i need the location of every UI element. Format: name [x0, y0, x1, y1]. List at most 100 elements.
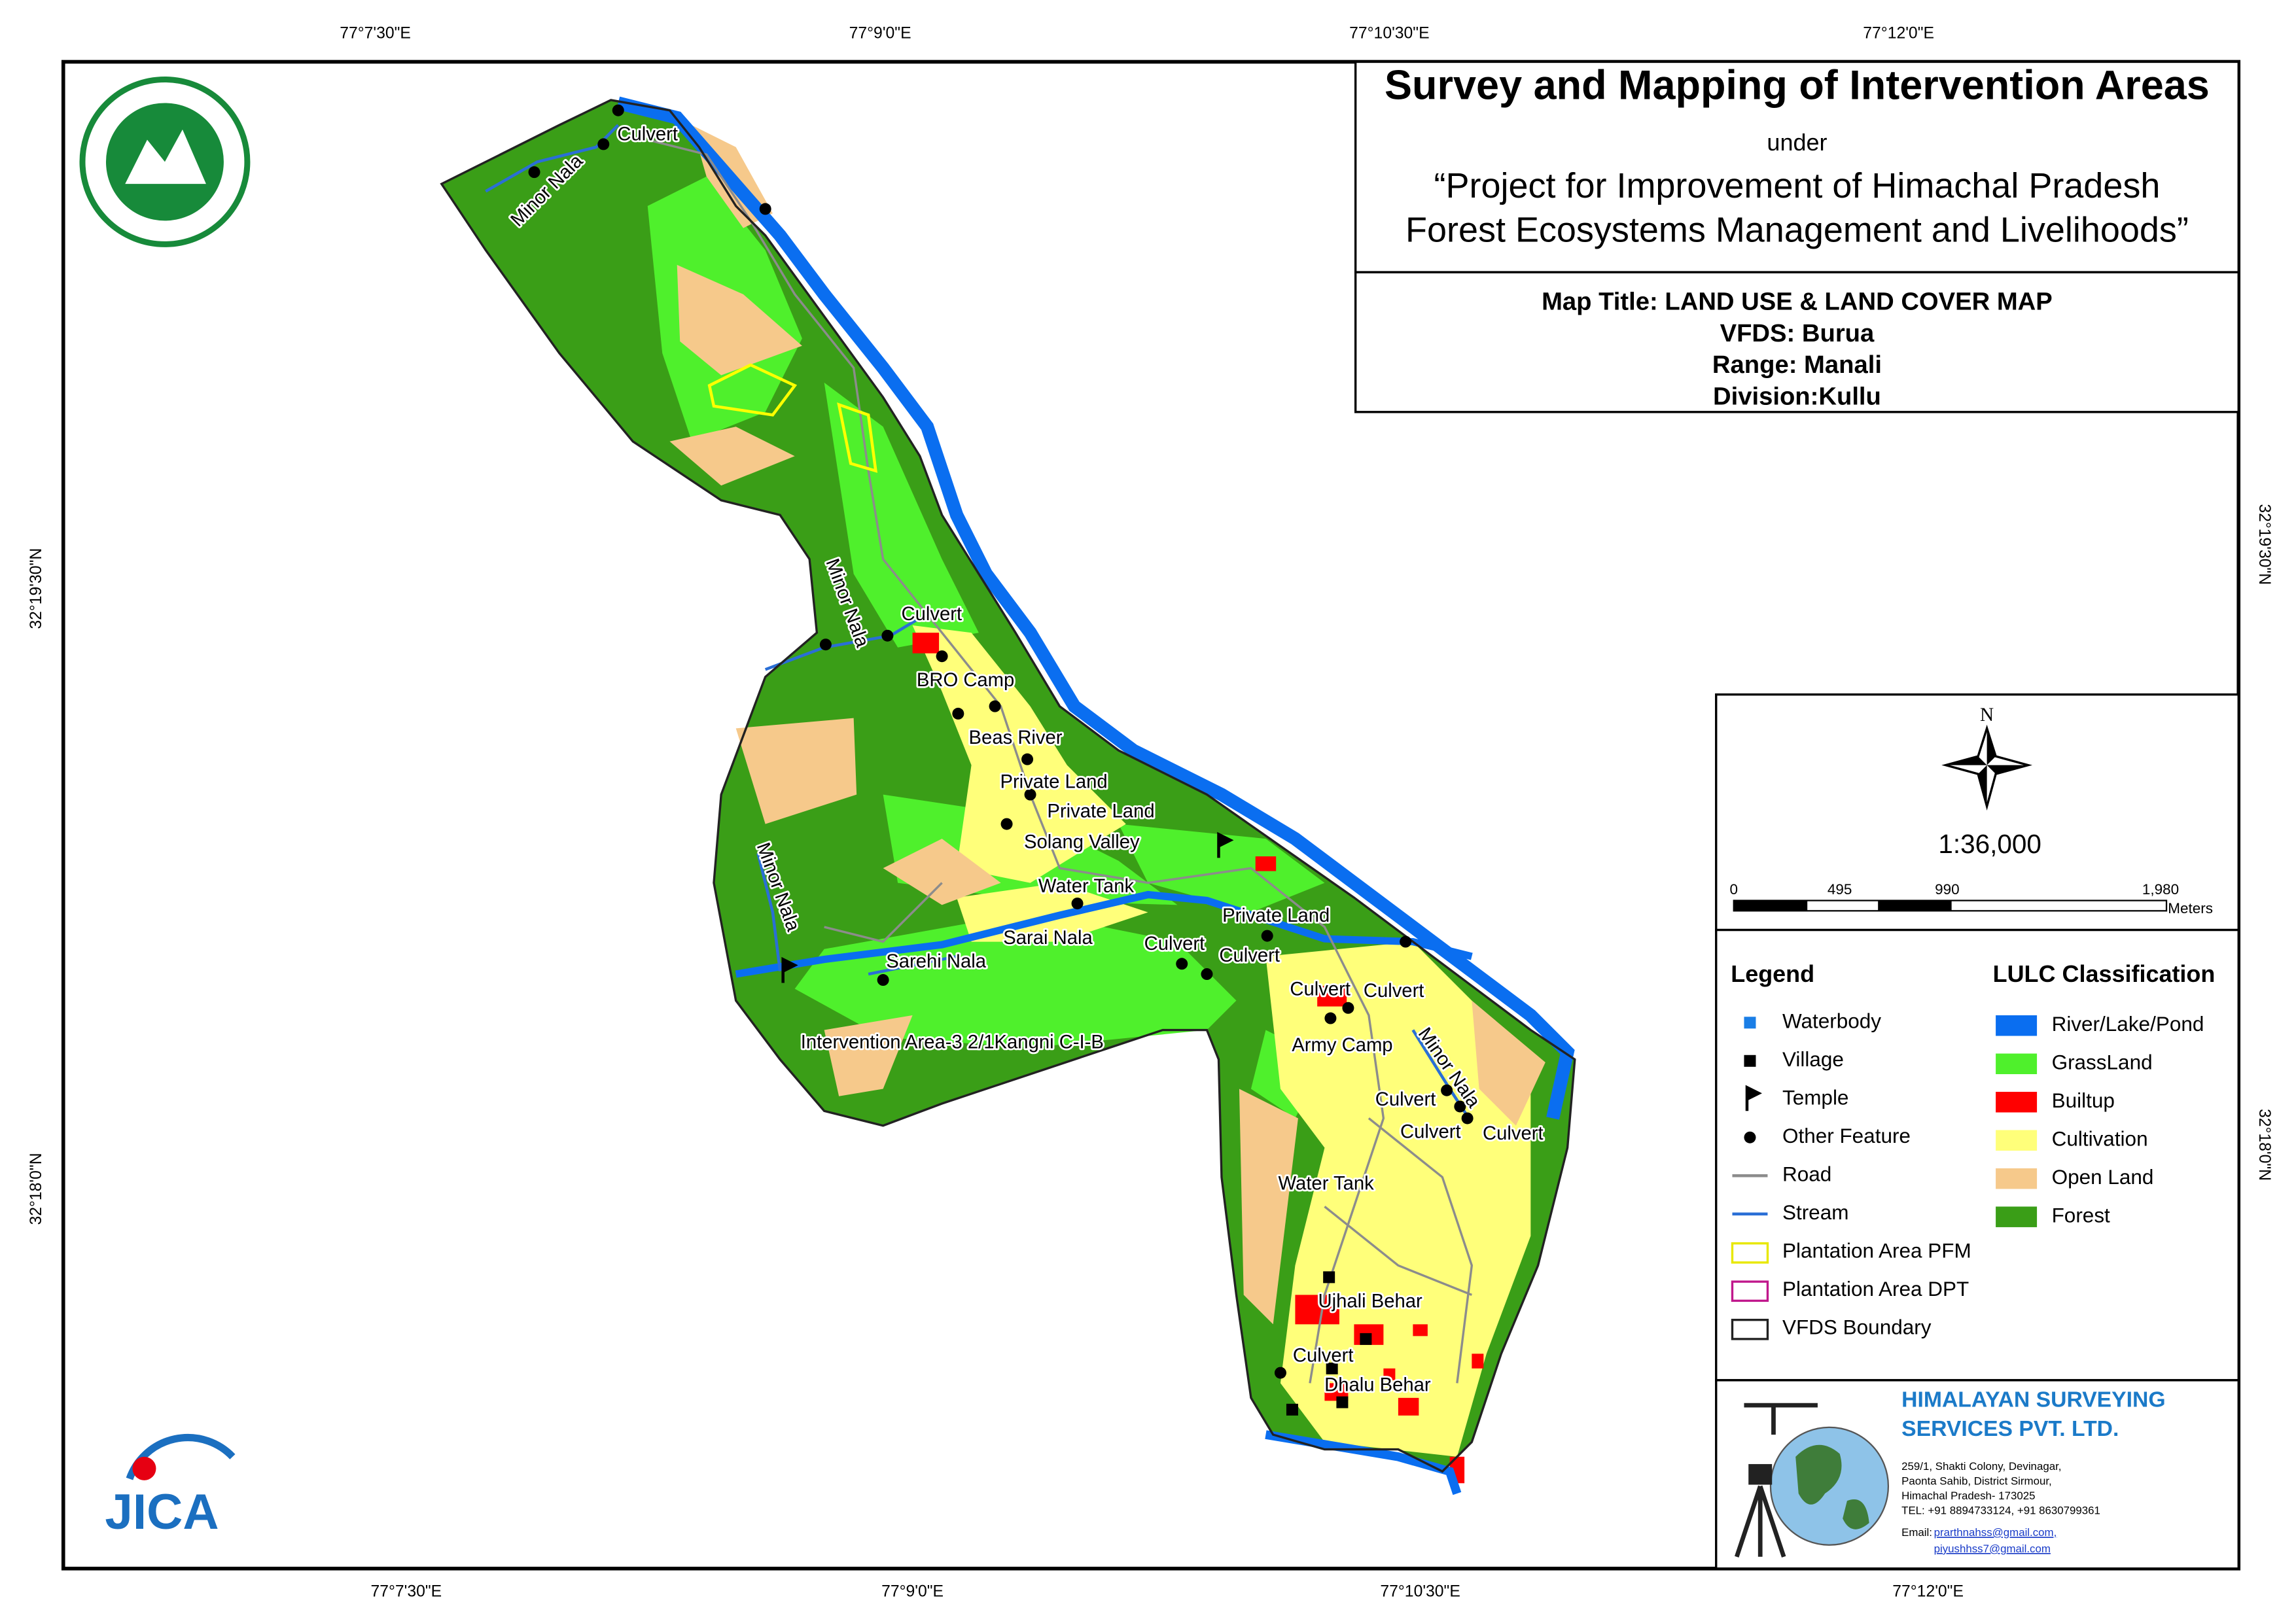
other-feature — [881, 629, 894, 642]
map-label: Culvert — [1483, 1123, 1544, 1144]
other-feature — [1324, 1012, 1337, 1024]
company-name: HIMALAYAN SURVEYING — [1901, 1387, 2165, 1412]
lulc-item: Cultivation — [2052, 1127, 2148, 1151]
legend-symbol — [1744, 1131, 1756, 1143]
other-feature — [528, 166, 540, 179]
map-label: Culvert — [1144, 934, 1205, 954]
lulc-item: Builtup — [2052, 1089, 2115, 1112]
jica-logo: JICA — [105, 1484, 219, 1540]
other-feature — [819, 638, 832, 651]
map-label: Beas River — [969, 727, 1063, 748]
coord-label: 77°9'0"E — [881, 1582, 944, 1600]
legend-symbol — [1744, 1017, 1756, 1029]
stream — [868, 954, 957, 976]
lulc-patch — [669, 427, 795, 486]
other-feature — [877, 974, 889, 986]
lulc-patch — [1118, 824, 1325, 913]
lulc-patch — [883, 839, 1001, 905]
other-feature — [952, 707, 964, 720]
lulc-swatch — [1996, 1091, 2038, 1113]
scale-label: 0 — [1729, 881, 1738, 898]
info-box — [1354, 271, 2240, 413]
scale-text: 1:36,000 — [1938, 829, 2041, 859]
lulc-swatch — [1996, 1130, 2038, 1151]
builtup-patch — [1255, 856, 1277, 871]
company-email: piyushhss7@gmail.com — [1934, 1543, 2051, 1555]
map-info: Range: Manali — [1712, 351, 1882, 379]
lulc-swatch — [1996, 1015, 2038, 1036]
map-info: VFDS: Burua — [1720, 319, 1875, 347]
lulc-item: Forest — [2052, 1204, 2110, 1227]
temple — [781, 956, 798, 983]
scale-label: 990 — [1935, 881, 1960, 898]
other-feature — [597, 138, 610, 150]
map-label: BRO Camp — [917, 670, 1014, 691]
stream — [485, 124, 620, 193]
map-label: Solang Valley — [1024, 832, 1140, 853]
builtup-patch — [1383, 1368, 1396, 1380]
lulc-patch — [912, 625, 1126, 883]
legend-item: Plantation Area PFM — [1782, 1238, 1971, 1262]
coord-label: 77°7'30"E — [370, 1582, 442, 1600]
legend-title: Legend — [1731, 960, 1814, 987]
coord-label: 77°7'30"E — [340, 24, 411, 42]
map-label: Private Land — [1047, 801, 1154, 822]
map-label: Culvert — [1400, 1122, 1461, 1143]
legend-item: Road — [1782, 1162, 1831, 1186]
other-feature — [1454, 1100, 1466, 1113]
lulc-item: River/Lake/Pond — [2052, 1012, 2204, 1036]
subtitle: under — [1767, 129, 1827, 156]
survey-camera — [1748, 1464, 1773, 1485]
scale-bar-segment — [1878, 900, 1952, 911]
map-label: Water Tank — [1279, 1173, 1375, 1194]
map-info: Division:Kullu — [1713, 383, 1881, 411]
map-label: Private Land — [1000, 771, 1107, 792]
other-feature — [1261, 930, 1273, 942]
company-address: TEL: +91 8894733124, +91 8630799361 — [1901, 1505, 2100, 1517]
map-label: Water Tank — [1038, 876, 1135, 897]
coord-label: 77°12'0"E — [1863, 24, 1934, 42]
company-email: prarthnahss@gmail.com, — [1934, 1526, 2057, 1539]
map-label: Culvert — [1375, 1089, 1436, 1110]
lulc-patch — [1239, 1089, 1298, 1325]
road — [824, 882, 943, 943]
builtup-patch — [1398, 1397, 1419, 1416]
village — [1286, 1403, 1298, 1416]
road — [1368, 1117, 1474, 1384]
scale-bar-segment — [1733, 900, 1808, 911]
legend-item: Other Feature — [1782, 1124, 1911, 1147]
coord-label: 77°10'30"E — [1349, 24, 1429, 42]
coord-label: 32°18'0"N — [27, 1153, 45, 1225]
coord-label: 32°19'30"N — [2255, 504, 2273, 585]
legend-symbol — [1744, 1055, 1756, 1067]
scale-unit: Meters — [2168, 900, 2213, 916]
company-address: 259/1, Shakti Colony, Devinagar, — [1901, 1460, 2061, 1473]
river — [616, 96, 1575, 1120]
plantation-pfm — [837, 402, 878, 473]
title: Survey and Mapping of Intervention Areas — [1385, 63, 2210, 109]
other-feature — [1201, 968, 1213, 981]
company-name: SERVICES PVT. LTD. — [1901, 1416, 2119, 1441]
map-label: Private Land — [1222, 905, 1330, 926]
legend-item: VFDS Boundary — [1782, 1315, 1932, 1338]
map-label: Sarai Nala — [1003, 928, 1093, 949]
scale-label: 495 — [1828, 881, 1852, 898]
lulc-swatch — [1996, 1206, 2038, 1227]
other-feature — [1400, 935, 1412, 948]
map-label: Culvert — [1293, 1346, 1354, 1367]
village — [1360, 1333, 1372, 1345]
other-feature — [1176, 958, 1188, 970]
other-feature — [1274, 1367, 1286, 1379]
builtup-patch — [1413, 1324, 1428, 1336]
coord-label: 77°10'30"E — [1380, 1582, 1460, 1600]
map-label: Intervention Area-3 2/1Kangni C-I-B — [801, 1032, 1104, 1053]
stream — [764, 616, 921, 671]
other-feature — [989, 700, 1001, 712]
other-feature — [1024, 788, 1036, 801]
lulc-patch — [677, 264, 802, 375]
company-email-label: Email: — [1901, 1526, 1932, 1539]
globe-land — [1795, 1444, 1869, 1529]
coord-label: 77°12'0"E — [1892, 1582, 1964, 1600]
